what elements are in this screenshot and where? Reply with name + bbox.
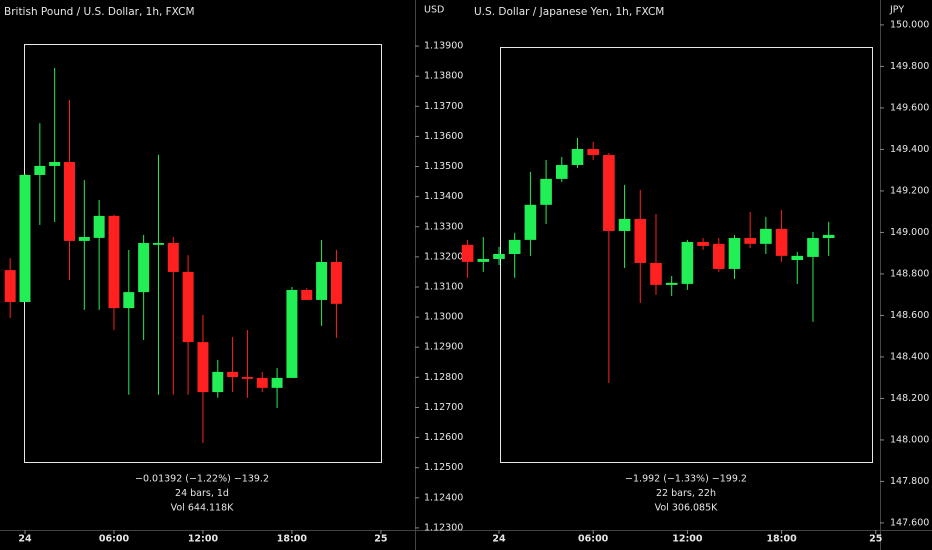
candle-body [571,148,584,165]
x-tick-label: 18:00 [766,534,797,545]
candle-body [603,155,615,231]
y-tick-label: 149.800 [890,61,929,72]
y-tick-label: 1.12800 [424,372,463,383]
x-tick-label: 06:00 [578,534,609,545]
candle-body [728,238,741,269]
candle-body [807,238,819,257]
measure-label: −0.01392 (−1.22%) −139.2 [135,474,269,485]
candle-body [108,215,120,309]
x-tick-label: 12:00 [672,534,703,545]
axis-unit: JPY [889,5,904,16]
candle-body [78,236,90,241]
candle-body [227,371,239,378]
y-tick-label: 148.800 [890,268,929,279]
axis-unit: USD [424,5,444,16]
x-tick-label: 25 [869,534,882,545]
candle-body [712,243,725,269]
candle-body [665,282,678,285]
y-tick-label: 149.000 [890,227,929,238]
y-tick-label: 1.13900 [424,41,463,52]
candle-body [197,342,209,393]
candle-body [540,178,552,205]
candle-body [301,289,313,300]
candle-body [34,165,46,175]
candle-body [618,218,631,231]
candle-body [744,238,756,244]
candle-body [791,255,804,261]
y-tick-label: 1.13100 [424,281,463,292]
y-tick-label: 1.13300 [424,221,463,232]
y-tick-label: 148.200 [890,393,929,404]
y-tick-label: 1.12700 [424,402,463,413]
panel-title: U.S. Dollar / Japanese Yen, 1h, FXCM [474,6,664,18]
candle-body [775,228,788,256]
y-tick-label: 1.13600 [424,131,463,142]
y-tick-label: 149.400 [890,144,929,155]
candle-body [508,239,521,255]
y-tick-label: 1.12500 [424,462,463,473]
panel-title: British Pound / U.S. Dollar, 1h, FXCM [4,6,195,18]
y-tick-label: 1.13800 [424,71,463,82]
y-tick-label: 149.600 [890,102,929,113]
candle-body [493,254,505,259]
x-tick-label: 24 [492,534,506,545]
measure-label: Vol 644.118K [171,503,235,514]
candle-body [760,228,772,244]
candle-body [634,218,647,263]
candle-body [182,271,194,343]
x-tick-label: 12:00 [188,534,219,545]
y-tick-label: 1.13000 [424,312,463,323]
y-tick-label: 148.000 [890,434,929,445]
candle-body [524,204,537,240]
candle-body [212,371,224,393]
candle-body [138,243,150,293]
y-tick-label: 1.12600 [424,432,463,443]
y-tick-label: 1.13700 [424,101,463,112]
candle-body [152,243,164,245]
candle-body [49,162,61,166]
y-tick-label: 1.13500 [424,161,463,172]
candle-body [316,261,328,300]
candle-body [822,234,835,239]
y-tick-label: 148.400 [890,351,929,362]
x-tick-label: 24 [18,534,32,545]
x-tick-label: 25 [374,534,387,545]
candle-body [555,164,568,179]
candle-body [271,377,283,388]
candle-body [286,289,298,378]
candle-body [697,241,709,246]
y-tick-label: 148.600 [890,310,929,321]
candle-body [330,261,342,304]
y-tick-label: 147.600 [890,517,929,528]
y-tick-label: 1.12900 [424,342,463,353]
y-tick-label: 1.13400 [424,191,463,202]
candle-body [167,243,179,272]
measure-label: −1.992 (−1.33%) −199.2 [625,474,747,485]
candle-body [4,270,16,303]
candle-body [650,262,662,285]
candle-body [123,292,135,309]
x-tick-label: 18:00 [277,534,308,545]
candle-body [587,148,599,156]
measure-label: 24 bars, 1d [175,488,229,499]
y-tick-label: 1.12300 [424,522,463,533]
y-tick-label: 147.800 [890,476,929,487]
candle-body [93,215,105,238]
candle-body [461,244,474,262]
measure-label: 22 bars, 22h [656,488,716,499]
measure-label: Vol 306.085K [655,503,719,514]
y-tick-label: 150.000 [890,19,929,30]
candle-body [64,162,75,241]
candle-body [681,241,694,284]
candle-body [19,174,31,303]
x-tick-label: 06:00 [99,534,130,545]
candle-body [241,377,253,379]
y-tick-label: 1.12400 [424,492,463,503]
y-tick-label: 149.200 [890,185,929,196]
candle-body [477,258,490,262]
y-tick-label: 1.13200 [424,251,463,262]
candle-body [256,377,268,388]
